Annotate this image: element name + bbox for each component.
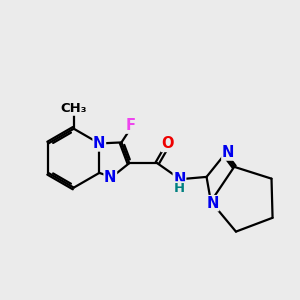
Text: F: F xyxy=(125,118,135,133)
Text: N: N xyxy=(104,169,116,184)
Text: N: N xyxy=(222,145,234,160)
Text: N: N xyxy=(206,196,219,211)
Text: N: N xyxy=(93,136,106,151)
Text: N: N xyxy=(173,172,186,187)
Text: H: H xyxy=(174,182,185,195)
Text: O: O xyxy=(161,136,174,152)
Text: CH₃: CH₃ xyxy=(61,102,87,115)
